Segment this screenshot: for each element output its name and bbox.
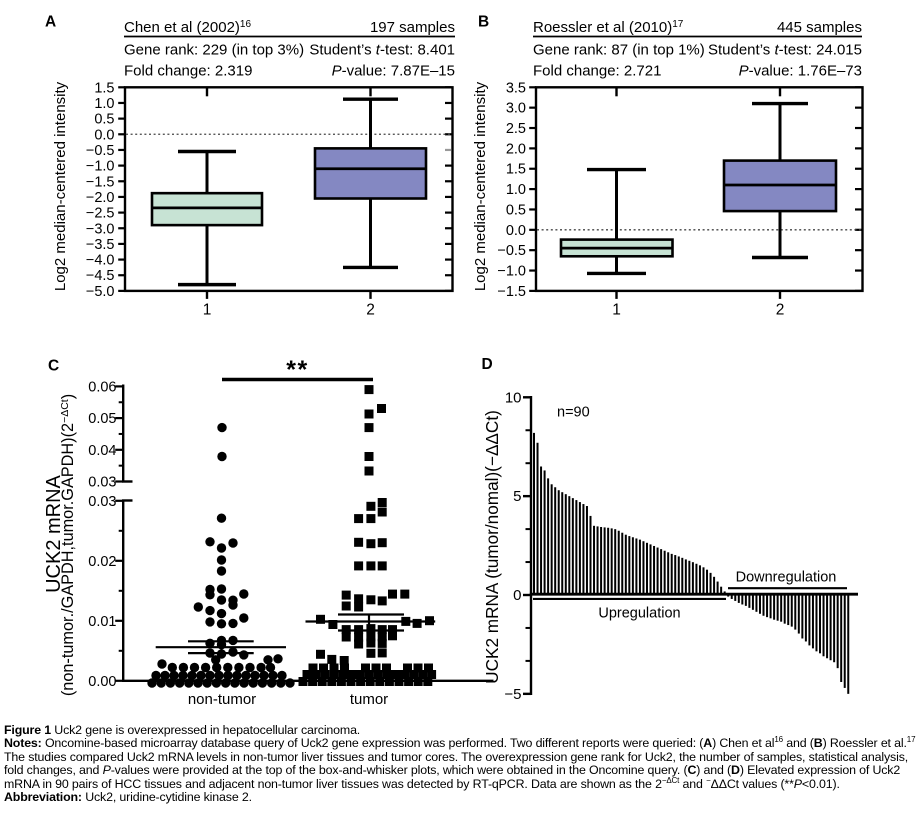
svg-text:Log2 median-centered intensity: Log2 median-centered intensity xyxy=(52,81,69,291)
svg-text:Roessler et al (2010)17: Roessler et al (2010)17 xyxy=(533,19,684,36)
svg-text:−4.5: −4.5 xyxy=(86,268,115,284)
svg-text:0.03: 0.03 xyxy=(88,475,116,491)
svg-text:−0.5: −0.5 xyxy=(86,143,115,159)
svg-text:0.05: 0.05 xyxy=(88,411,116,427)
svg-text:0.00: 0.00 xyxy=(88,674,116,690)
svg-text:Fold change: 2.319: Fold change: 2.319 xyxy=(124,63,252,80)
svg-text:−5.0: −5.0 xyxy=(86,284,115,300)
svg-text:UCK2 mRNA: UCK2 mRNA xyxy=(43,474,65,592)
svg-text:1.0: 1.0 xyxy=(94,96,114,112)
svg-text:D: D xyxy=(482,356,493,373)
svg-text:Log2 median-centered intensity: Log2 median-centered intensity xyxy=(472,81,489,291)
svg-text:1: 1 xyxy=(612,302,621,319)
svg-text:−1.0: −1.0 xyxy=(497,264,526,280)
svg-text:P-value: 1.76E–73: P-value: 1.76E–73 xyxy=(739,63,862,80)
svg-text:non-tumor: non-tumor xyxy=(188,691,256,708)
svg-text:Chen et al (2002)16: Chen et al (2002)16 xyxy=(124,19,251,36)
svg-text:B: B xyxy=(478,13,489,30)
svg-text:2.0: 2.0 xyxy=(506,141,526,157)
svg-text:0.02: 0.02 xyxy=(88,554,116,570)
svg-text:Gene rank: 229 (in top 3%): Gene rank: 229 (in top 3%) xyxy=(124,42,304,59)
svg-text:2: 2 xyxy=(776,302,785,319)
svg-text:−1.0: −1.0 xyxy=(86,159,115,175)
svg-text:Student’s t-test: 8.401: Student’s t-test: 8.401 xyxy=(309,42,455,59)
svg-text:−4.0: −4.0 xyxy=(86,253,115,269)
svg-text:10: 10 xyxy=(505,389,522,406)
svg-text:1.0: 1.0 xyxy=(506,182,526,198)
svg-text:0.0: 0.0 xyxy=(94,127,114,143)
svg-text:−1.5: −1.5 xyxy=(497,284,526,300)
svg-text:P-value: 7.87E–15: P-value: 7.87E–15 xyxy=(332,63,455,80)
svg-text:3.0: 3.0 xyxy=(506,101,526,117)
svg-text:0.5: 0.5 xyxy=(506,202,526,218)
svg-text:UCK2 mRNA (tumor/nomal)(−ΔΔCt): UCK2 mRNA (tumor/nomal)(−ΔΔCt) xyxy=(482,410,502,684)
svg-text:−3.0: −3.0 xyxy=(86,221,115,237)
svg-text:2: 2 xyxy=(366,302,375,319)
svg-text:−1.5: −1.5 xyxy=(86,174,115,190)
svg-text:−3.5: −3.5 xyxy=(86,237,115,253)
svg-text:197 samples: 197 samples xyxy=(370,19,455,36)
svg-text:n=90: n=90 xyxy=(557,405,590,421)
svg-text:−5: −5 xyxy=(504,686,521,703)
svg-text:0.5: 0.5 xyxy=(94,112,114,128)
svg-text:**: ** xyxy=(286,356,308,384)
svg-text:Student’s t-test: 24.015: Student’s t-test: 24.015 xyxy=(708,42,862,59)
svg-text:0.0: 0.0 xyxy=(506,223,526,239)
svg-text:1: 1 xyxy=(203,302,212,319)
svg-text:−2.5: −2.5 xyxy=(86,206,115,222)
svg-text:Fold change: 2.721: Fold change: 2.721 xyxy=(533,63,661,80)
svg-text:Upregulation: Upregulation xyxy=(598,606,680,622)
svg-text:(non-tumor./GAPDH,tumor.GAPDH): (non-tumor./GAPDH,tumor.GAPDH)(2−ΔCt) xyxy=(59,394,77,696)
svg-text:0: 0 xyxy=(513,587,521,604)
svg-text:0.04: 0.04 xyxy=(88,443,116,459)
svg-text:−0.5: −0.5 xyxy=(497,243,526,259)
svg-text:1.5: 1.5 xyxy=(506,162,526,178)
svg-text:tumor: tumor xyxy=(350,691,388,708)
svg-text:3.5: 3.5 xyxy=(506,80,526,96)
svg-text:5: 5 xyxy=(513,488,521,505)
svg-text:2.5: 2.5 xyxy=(506,121,526,137)
svg-text:C: C xyxy=(48,358,59,375)
svg-text:445 samples: 445 samples xyxy=(777,19,862,36)
svg-text:1.5: 1.5 xyxy=(94,80,114,96)
svg-text:0.01: 0.01 xyxy=(88,614,116,630)
svg-text:Downregulation: Downregulation xyxy=(736,569,837,585)
svg-text:0.03: 0.03 xyxy=(88,494,116,510)
svg-text:A: A xyxy=(45,13,56,30)
svg-text:Gene rank: 87 (in top 1%): Gene rank: 87 (in top 1%) xyxy=(533,42,705,59)
svg-text:−2.0: −2.0 xyxy=(86,190,115,206)
svg-text:0.06: 0.06 xyxy=(88,379,116,395)
